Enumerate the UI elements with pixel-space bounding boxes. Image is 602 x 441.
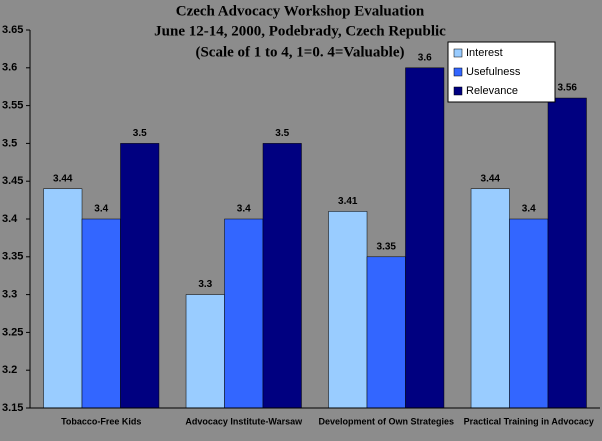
chart-subtitle: (Scale of 1 to 4, 1=0. 4=Valuable) <box>195 44 404 60</box>
bar <box>547 97 587 409</box>
data-label: 3.5 <box>133 128 147 139</box>
y-tick-label: 3.5 <box>2 137 17 149</box>
data-label: 3.3 <box>198 279 212 290</box>
data-label: 3.6 <box>418 52 432 63</box>
legend-swatch <box>453 48 463 58</box>
legend-label: Usefulness <box>466 66 521 78</box>
bar <box>509 218 549 409</box>
y-tick-label: 3.55 <box>2 100 23 112</box>
y-tick-label: 3.3 <box>2 289 17 301</box>
bar <box>81 218 121 409</box>
x-tick-label: Practical Training in Advocacy <box>464 416 594 426</box>
bar <box>405 67 445 409</box>
data-label: 3.4 <box>522 204 536 215</box>
data-label: 3.35 <box>377 241 397 252</box>
legend-label: Relevance <box>466 85 518 97</box>
chart-title: Czech Advocacy Workshop Evaluation <box>176 3 425 19</box>
y-tick-label: 3.6 <box>2 62 17 74</box>
legend-swatch <box>453 67 463 77</box>
legend-label: Interest <box>466 47 503 59</box>
chart-subtitle: June 12-14, 2000, Podebrady, Czech Repub… <box>154 23 446 39</box>
data-label: 3.44 <box>53 173 73 184</box>
bar <box>224 218 264 409</box>
y-tick-label: 3.65 <box>2 24 23 36</box>
bar <box>262 143 302 409</box>
bar <box>120 143 160 409</box>
y-tick-label: 3.35 <box>2 251 23 263</box>
y-tick-label: 3.25 <box>2 326 23 338</box>
legend-swatch <box>453 86 463 96</box>
data-label: 3.5 <box>275 128 289 139</box>
bar <box>185 294 225 409</box>
y-tick-label: 3.4 <box>2 213 18 225</box>
bar <box>366 256 406 409</box>
data-label: 3.56 <box>557 83 577 94</box>
data-label: 3.44 <box>481 173 501 184</box>
x-tick-label: Advocacy Institute-Warsaw <box>185 416 303 426</box>
x-tick-label: Development of Own Strategies <box>318 416 454 426</box>
bar <box>470 188 510 409</box>
y-tick-label: 3.15 <box>2 402 23 414</box>
y-tick-label: 3.45 <box>2 175 23 187</box>
x-tick-label: Tobacco-Free Kids <box>61 416 141 426</box>
y-tick-label: 3.2 <box>2 364 17 376</box>
data-label: 3.4 <box>237 204 251 215</box>
bar <box>328 211 368 409</box>
data-label: 3.41 <box>338 196 358 207</box>
legend-box <box>447 41 556 103</box>
bar <box>43 188 83 409</box>
data-label: 3.4 <box>94 204 108 215</box>
